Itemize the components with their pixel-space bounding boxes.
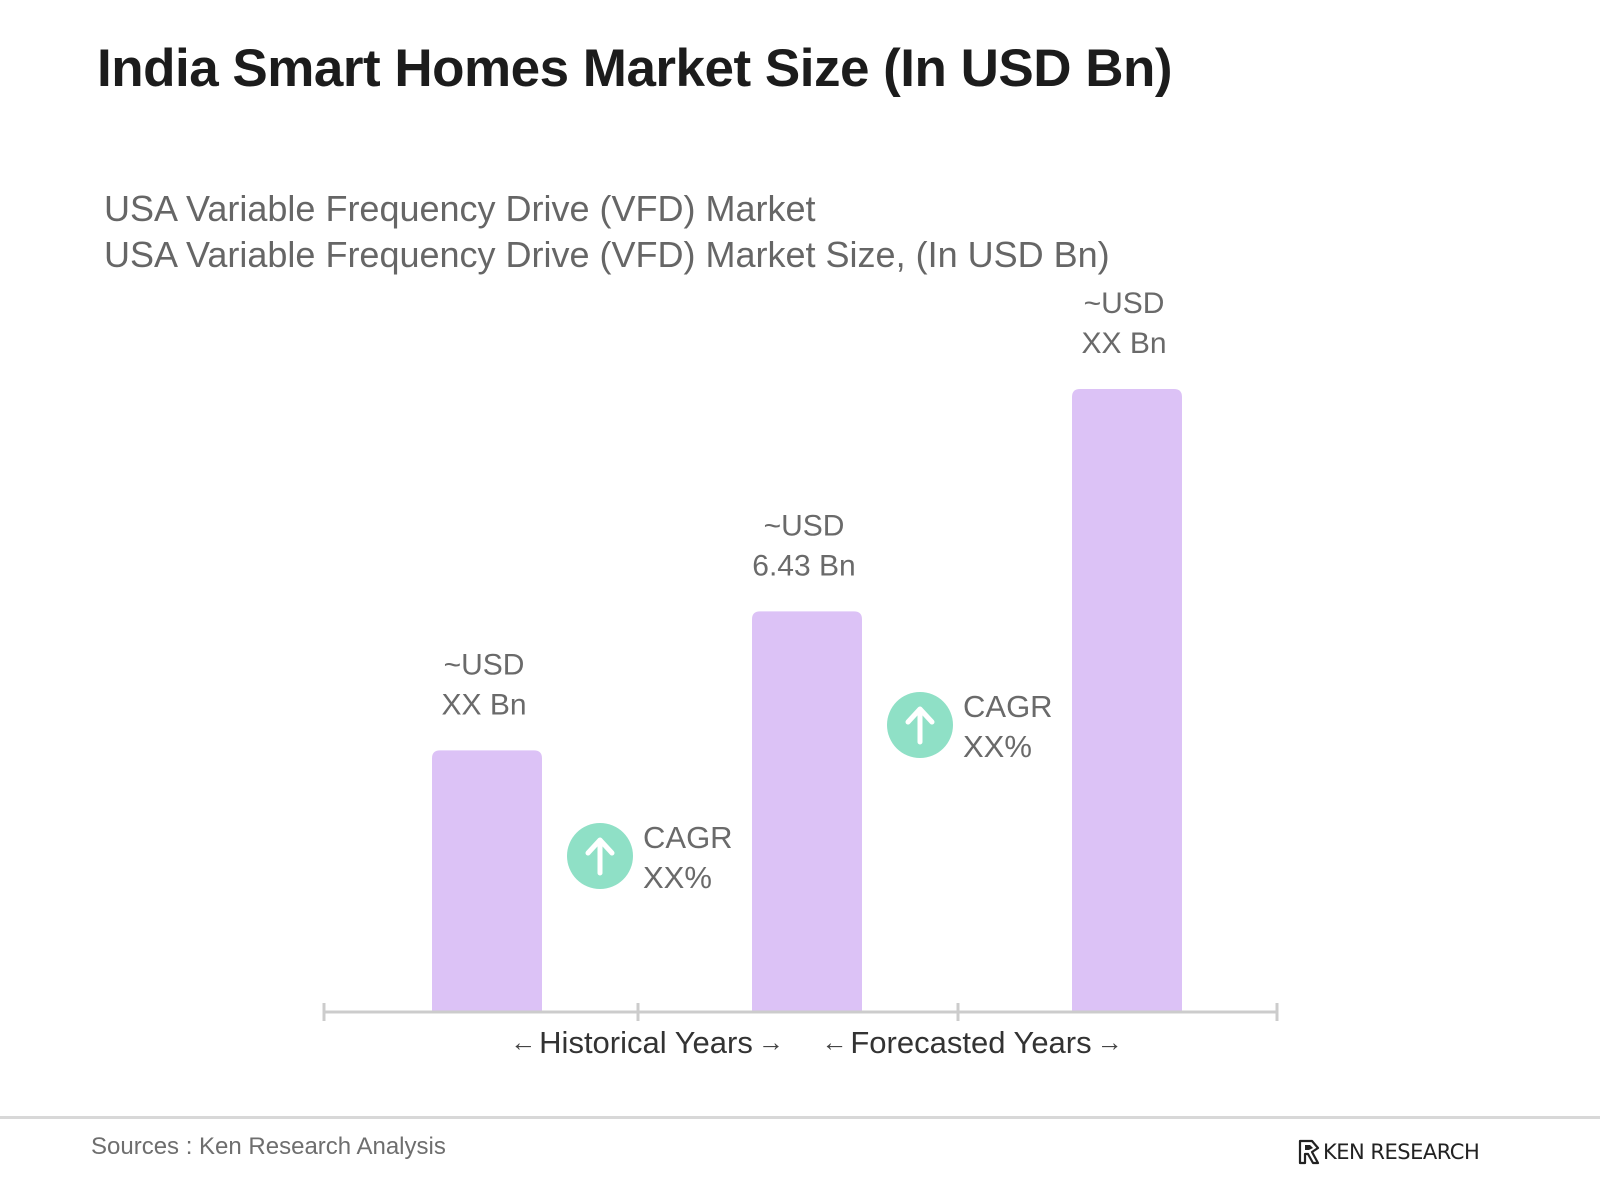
brand-name: KEN RESEARCH xyxy=(1323,1140,1480,1164)
cagr-label-2: CAGR xyxy=(963,689,1053,724)
bar-1 xyxy=(432,750,542,1012)
period-1-left-arrow-icon: ← xyxy=(510,1027,536,1057)
chart-subtitle-line-2: USA Variable Frequency Drive (VFD) Marke… xyxy=(104,234,1110,275)
period-1-right-arrow-icon: → xyxy=(758,1027,784,1057)
period-2-right-arrow-icon: → xyxy=(1097,1027,1123,1057)
bar-3-data-label-line-2: XX Bn xyxy=(1081,327,1166,360)
bar-chart: ~USD XX Bn ~USD 6.43 Bn ~USD XX Bn CAGR XX% CAGR… xyxy=(322,287,1279,1060)
footer-divider xyxy=(0,1116,1600,1119)
brand-logo: KEN RESEARCH xyxy=(1298,1136,1480,1168)
bar-2-data-label-line-2: 6.43 Bn xyxy=(752,549,855,582)
bar-2-data-label-line-1: ~USD xyxy=(764,509,845,542)
cagr-label-1: CAGR xyxy=(643,820,733,855)
cagr-value-1: XX% xyxy=(643,860,712,895)
chart-subtitle-line-1: USA Variable Frequency Drive (VFD) Marke… xyxy=(104,188,816,229)
bar-3 xyxy=(1072,389,1182,1012)
bar-2 xyxy=(752,611,862,1012)
period-label-2: Forecasted Years xyxy=(850,1025,1091,1060)
period-2-left-arrow-icon: ← xyxy=(821,1027,847,1057)
cagr-value-2: XX% xyxy=(963,729,1032,764)
page-title: India Smart Homes Market Size (In USD Bn… xyxy=(97,39,1173,98)
ken-research-logo-icon xyxy=(1298,1139,1320,1165)
bar-1-data-label-line-2: XX Bn xyxy=(441,688,526,721)
bar-1-data-label-line-1: ~USD xyxy=(444,648,525,681)
cagr-up-arrow-icon-2 xyxy=(887,692,953,758)
sources-note: Sources : Ken Research Analysis xyxy=(91,1133,446,1160)
bar-3-data-label-line-1: ~USD xyxy=(1084,287,1165,320)
cagr-up-arrow-icon-1 xyxy=(567,823,633,889)
period-label-1: Historical Years xyxy=(539,1025,753,1060)
